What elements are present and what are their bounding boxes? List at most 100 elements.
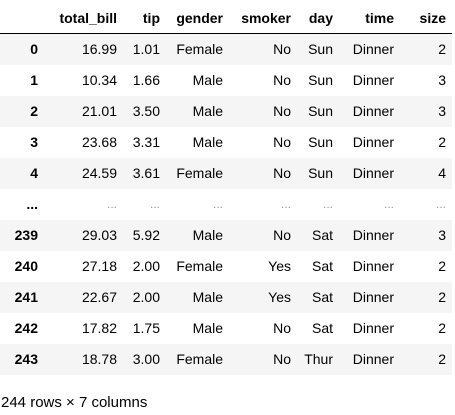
table-row: 239 29.03 5.92 Male No Sat Dinner 3 xyxy=(0,219,452,251)
row-index: 242 xyxy=(14,320,38,336)
cell-total-bill: 24.59 xyxy=(81,165,117,181)
row-index: 1 xyxy=(30,72,38,88)
cell-smoker: No xyxy=(273,134,291,150)
cell-smoker: No xyxy=(273,227,291,243)
cell-gender: Male xyxy=(192,289,223,305)
cell-tip: 1.75 xyxy=(132,320,160,336)
cell-size: 3 xyxy=(438,227,446,243)
cell-time: Dinner xyxy=(352,351,394,367)
column-header-size: size xyxy=(400,3,452,34)
header-row: total_bill tip gender smoker day time si… xyxy=(0,3,452,34)
cell-smoker: Yes xyxy=(268,258,291,274)
table-body: 0 16.99 1.01 Female No Sun Dinner 2 1 10.34 1.66 Ma… xyxy=(0,33,452,375)
cell-smoker: No xyxy=(273,320,291,336)
row-index: 2 xyxy=(30,103,38,119)
row-index: ... xyxy=(26,196,38,212)
cell-smoker: No xyxy=(273,41,291,58)
cell-time: Dinner xyxy=(352,289,394,305)
table-row: 3 23.68 3.31 Male No Sun Dinner 2 xyxy=(0,126,452,158)
column-header-day: day xyxy=(297,3,339,34)
cell-gender: Female xyxy=(176,165,223,181)
column-header-time: time xyxy=(339,3,400,34)
cell-tip: 2.00 xyxy=(132,258,160,274)
row-index: 3 xyxy=(30,134,38,150)
cell-smoker: No xyxy=(273,72,291,88)
cell-gender: Male xyxy=(192,134,223,150)
table-header: total_bill tip gender smoker day time si… xyxy=(0,3,452,34)
cell-day: Sat xyxy=(311,227,333,243)
cell-size: 3 xyxy=(438,72,446,88)
cell-size: 2 xyxy=(438,320,446,336)
cell-time: Dinner xyxy=(352,227,394,243)
row-index: 240 xyxy=(14,258,38,274)
table-row: 243 18.78 3.00 Female No Thur Dinner 2 xyxy=(0,343,452,375)
cell-time: Dinner xyxy=(352,320,394,336)
cell-time: ... xyxy=(383,197,394,211)
cell-tip: 5.92 xyxy=(132,227,160,243)
cell-day: Sun xyxy=(308,165,333,181)
shape-caption: 244 rows × 7 columns xyxy=(1,394,148,411)
cell-smoker: ... xyxy=(280,197,291,211)
cell-gender: Male xyxy=(192,103,223,119)
cell-tip: 2.00 xyxy=(132,289,160,305)
row-index: 243 xyxy=(14,351,38,367)
cell-size: 2 xyxy=(438,41,446,58)
cell-size: 3 xyxy=(438,103,446,119)
table-row: 1 10.34 1.66 Male No Sun Dinner 3 xyxy=(0,64,452,96)
cell-tip: 3.61 xyxy=(132,165,160,181)
cell-day: Sun xyxy=(308,134,333,150)
cell-total-bill: ... xyxy=(106,197,117,211)
cell-gender: Male xyxy=(192,320,223,336)
cell-gender: Male xyxy=(192,227,223,243)
cell-smoker: No xyxy=(273,165,291,181)
cell-time: Dinner xyxy=(352,165,394,181)
cell-time: Dinner xyxy=(352,258,394,274)
cell-size: 2 xyxy=(438,351,446,367)
cell-smoker: No xyxy=(273,103,291,119)
cell-tip: ... xyxy=(149,197,160,211)
row-index: 4 xyxy=(30,165,38,181)
cell-day: Sat xyxy=(311,320,333,336)
cell-time: Dinner xyxy=(352,72,394,88)
cell-time: Dinner xyxy=(352,41,394,58)
dataframe-table: total_bill tip gender smoker day time si… xyxy=(0,3,452,375)
cell-total-bill: 23.68 xyxy=(81,134,117,150)
cell-time: Dinner xyxy=(352,134,394,150)
cell-tip: 1.66 xyxy=(132,72,160,88)
cell-day: Sat xyxy=(311,258,333,274)
table-row: 0 16.99 1.01 Female No Sun Dinner 2 xyxy=(0,33,452,65)
cell-time: Dinner xyxy=(352,103,394,119)
column-header-total-bill: total_bill xyxy=(44,3,123,34)
cell-total-bill: 18.78 xyxy=(81,351,117,367)
cell-smoker: Yes xyxy=(268,289,291,305)
cell-gender: Female xyxy=(176,351,223,367)
column-header-tip: tip xyxy=(123,3,166,34)
cell-size: 2 xyxy=(438,134,446,150)
cell-total-bill: 27.18 xyxy=(81,258,117,274)
table-row: 240 27.18 2.00 Female Yes Sat Dinner 2 xyxy=(0,250,452,282)
cell-tip: 1.01 xyxy=(132,41,160,58)
cell-day: Thur xyxy=(304,351,333,367)
cell-gender: Female xyxy=(176,258,223,274)
cell-gender: Male xyxy=(192,72,223,88)
cell-total-bill: 10.34 xyxy=(81,72,117,88)
cell-tip: 3.31 xyxy=(132,134,160,150)
table-row: 242 17.82 1.75 Male No Sat Dinner 2 xyxy=(0,312,452,344)
cell-gender: Female xyxy=(176,41,223,58)
cell-total-bill: 16.99 xyxy=(81,41,117,58)
row-index: 241 xyxy=(14,289,38,305)
ellipsis-row: ........................ xyxy=(0,188,452,220)
cell-day: Sun xyxy=(308,41,333,58)
cell-total-bill: 29.03 xyxy=(81,227,117,243)
cell-day: ... xyxy=(322,197,333,211)
index-header xyxy=(0,3,44,34)
cell-size: 2 xyxy=(438,289,446,305)
cell-gender: ... xyxy=(212,197,223,211)
cell-smoker: No xyxy=(273,351,291,367)
table-row: 241 22.67 2.00 Male Yes Sat Dinner 2 xyxy=(0,281,452,313)
cell-size: ... xyxy=(435,197,446,211)
cell-tip: 3.50 xyxy=(132,103,160,119)
cell-size: 4 xyxy=(438,165,446,181)
cell-day: Sun xyxy=(308,72,333,88)
